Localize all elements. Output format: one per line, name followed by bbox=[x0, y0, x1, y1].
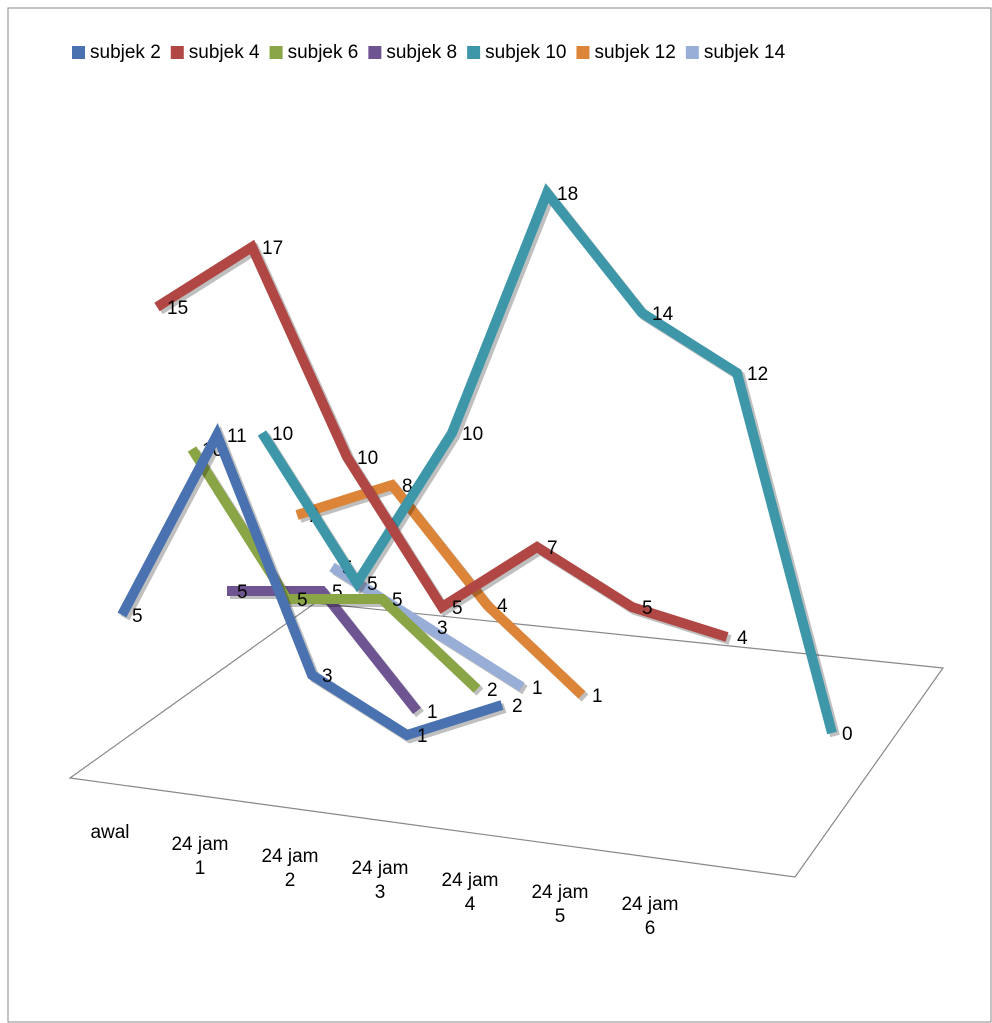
data-label: 4 bbox=[497, 596, 508, 617]
data-label: 18 bbox=[557, 184, 578, 205]
data-label: 1 bbox=[427, 702, 438, 723]
data-label: 5 bbox=[452, 598, 463, 619]
data-label: 11 bbox=[227, 426, 247, 447]
data-label: 5 bbox=[297, 590, 308, 611]
data-label: 5 bbox=[367, 574, 378, 595]
legend-label: subjek 4 bbox=[189, 42, 260, 63]
floor bbox=[68, 602, 945, 878]
x-tick-label: 24 jam 4 bbox=[441, 870, 498, 915]
legend-label: subjek 10 bbox=[485, 42, 566, 63]
series-line bbox=[117, 423, 504, 741]
data-label: 2 bbox=[487, 680, 498, 701]
legend-label: subjek 14 bbox=[704, 42, 786, 63]
data-label: 1 bbox=[592, 686, 603, 707]
data-label: 1 bbox=[417, 726, 428, 747]
series-line bbox=[329, 562, 525, 692]
legend-swatch bbox=[170, 46, 184, 59]
data-label: 0 bbox=[842, 724, 853, 745]
data-label: 7 bbox=[547, 538, 558, 559]
data-label: 5 bbox=[642, 598, 653, 619]
data-label: 5 bbox=[332, 582, 343, 603]
data-label: 3 bbox=[322, 666, 333, 687]
legend-label: subjek 12 bbox=[594, 42, 675, 63]
x-tick-label: 24 jam 2 bbox=[261, 846, 318, 891]
x-tick-label: 24 jam 1 bbox=[171, 834, 228, 879]
series-line bbox=[227, 586, 421, 715]
data-label: 5 bbox=[392, 590, 403, 611]
legend-swatch bbox=[576, 46, 590, 59]
legend-label: subjek 2 bbox=[90, 42, 161, 63]
legend-swatch bbox=[269, 46, 283, 59]
data-label: 12 bbox=[747, 364, 768, 385]
legend-swatch bbox=[467, 46, 481, 59]
data-label: 5 bbox=[132, 606, 143, 627]
data-label: 10 bbox=[462, 424, 483, 445]
data-label: 15 bbox=[167, 298, 188, 319]
data-label: 10 bbox=[357, 448, 378, 469]
data-label: 17 bbox=[262, 238, 283, 259]
legend-label: subjek 8 bbox=[386, 42, 457, 63]
chart-frame bbox=[7, 7, 992, 1023]
series-line bbox=[295, 479, 586, 699]
data-label: 10 bbox=[272, 424, 293, 445]
x-tick-label: awal bbox=[90, 822, 129, 843]
data-label: 2 bbox=[512, 696, 523, 717]
legend-swatch bbox=[72, 46, 85, 59]
series-line bbox=[154, 239, 729, 642]
data-label: 8 bbox=[402, 476, 413, 497]
data-label: 1 bbox=[532, 678, 543, 699]
x-tick-label: 24 jam 3 bbox=[351, 858, 408, 903]
data-label: 14 bbox=[652, 304, 674, 325]
legend-label: subjek 6 bbox=[288, 42, 359, 63]
series-line bbox=[187, 446, 481, 693]
legend-swatch bbox=[368, 46, 382, 59]
data-label: 3 bbox=[437, 618, 448, 639]
series-line bbox=[257, 183, 837, 735]
data-label: 5 bbox=[237, 582, 248, 603]
x-tick-label: 24 jam 5 bbox=[531, 882, 588, 927]
legend-swatch bbox=[685, 46, 699, 59]
x-tick-label: 24 jam 6 bbox=[621, 894, 678, 939]
data-label: 4 bbox=[737, 628, 748, 649]
